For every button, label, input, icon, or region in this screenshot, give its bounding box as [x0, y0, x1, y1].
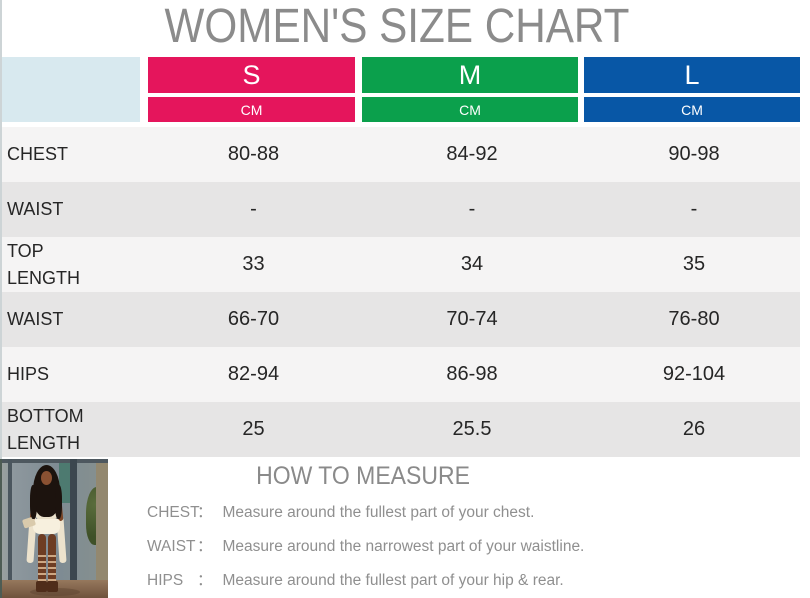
table-row: TOP LENGTH 33 34 35	[2, 237, 800, 292]
unit-cell-m: CM	[362, 97, 578, 122]
value-cell-m: 25.5	[452, 418, 492, 440]
measure-term: HIPS	[147, 572, 184, 589]
row-label: CHEST	[7, 144, 69, 164]
photo-model-hair	[30, 485, 37, 519]
measure-colon: ：	[197, 572, 213, 589]
row-label: WAIST	[7, 309, 64, 329]
photo-heel	[47, 581, 58, 592]
row-label: HIPS	[7, 364, 50, 384]
measure-definition: Measure around the narrowest part of you…	[222, 538, 585, 555]
value-cell-s: 33	[242, 253, 265, 275]
value-cell-m: 86-98	[446, 363, 498, 385]
measure-term: WAIST	[147, 538, 196, 555]
value-cell-m: 84-92	[446, 143, 498, 165]
value-cell-l: 76-80	[668, 308, 720, 330]
photo-window-frame	[70, 459, 77, 583]
size-header-m: M	[362, 57, 578, 93]
unit-cell-l: CM	[584, 97, 800, 122]
value-cell-l: 35	[682, 253, 706, 275]
photo-model-face	[41, 471, 52, 485]
value-cell-s: 66-70	[227, 308, 280, 330]
how-to-measure-title: HOW TO MEASURE	[256, 462, 470, 490]
row-label: WAIST	[7, 199, 64, 219]
unit-cell-s: CM	[148, 97, 355, 122]
value-cell-l: 90-98	[668, 143, 720, 165]
table-row: BOTTOM LENGTH 25 25.5 26	[2, 402, 800, 457]
photo-window-frame	[8, 459, 12, 583]
measure-term: CHEST	[147, 504, 200, 521]
value-cell-l: 26	[682, 418, 706, 440]
value-cell-s: -	[250, 198, 257, 220]
measure-item: CHEST： Measure around the fullest part of…	[147, 500, 535, 521]
table-row: CHEST 80-88 84-92 90-98	[2, 127, 800, 182]
table-row: WAIST 66-70 70-74 76-80	[2, 292, 800, 347]
page-title: WOMEN'S SIZE CHART	[164, 0, 630, 53]
value-cell-m: 34	[460, 253, 484, 275]
photo-shadow	[30, 588, 80, 596]
value-cell-s: 25	[242, 418, 265, 440]
value-cell-s: 82-94	[227, 363, 280, 385]
left-border-line-dark-segment	[0, 459, 2, 598]
value-cell-l: 92-104	[662, 363, 726, 385]
size-header-s: S	[148, 57, 355, 93]
measure-definition: Measure around the fullest part of your …	[222, 572, 564, 589]
measure-item: HIPS ： Measure around the fullest part of …	[147, 568, 564, 589]
photo-model-shorts	[33, 519, 60, 534]
measure-definition: Measure around the fullest part of your …	[222, 504, 535, 521]
measure-colon: ：	[197, 538, 213, 555]
photo-wall	[96, 463, 108, 583]
size-header-l: L	[584, 57, 800, 93]
photo-background-panel	[59, 463, 70, 503]
measure-colon: ：	[197, 504, 213, 521]
table-row: WAIST - - -	[2, 182, 800, 237]
value-cell-m: 70-74	[446, 308, 498, 330]
value-cell-l: -	[690, 198, 698, 220]
photo-model-hair	[55, 485, 62, 519]
measure-item: WAIST： Measure around the narrowest part …	[147, 534, 585, 555]
header-corner-cell	[2, 57, 140, 122]
row-label: TOP LENGTH	[7, 240, 81, 288]
value-cell-m: -	[468, 198, 476, 220]
photo-sandal-straps	[48, 555, 56, 582]
photo-sandal-straps	[38, 555, 46, 582]
model-photo	[2, 459, 108, 598]
photo-window-frame	[2, 459, 108, 463]
row-label: BOTTOM LENGTH	[7, 405, 84, 453]
value-cell-s: 80-88	[227, 143, 280, 165]
left-border-line	[0, 0, 2, 598]
table-row: HIPS 82-94 86-98 92-104	[2, 347, 800, 402]
photo-heel	[36, 581, 47, 592]
